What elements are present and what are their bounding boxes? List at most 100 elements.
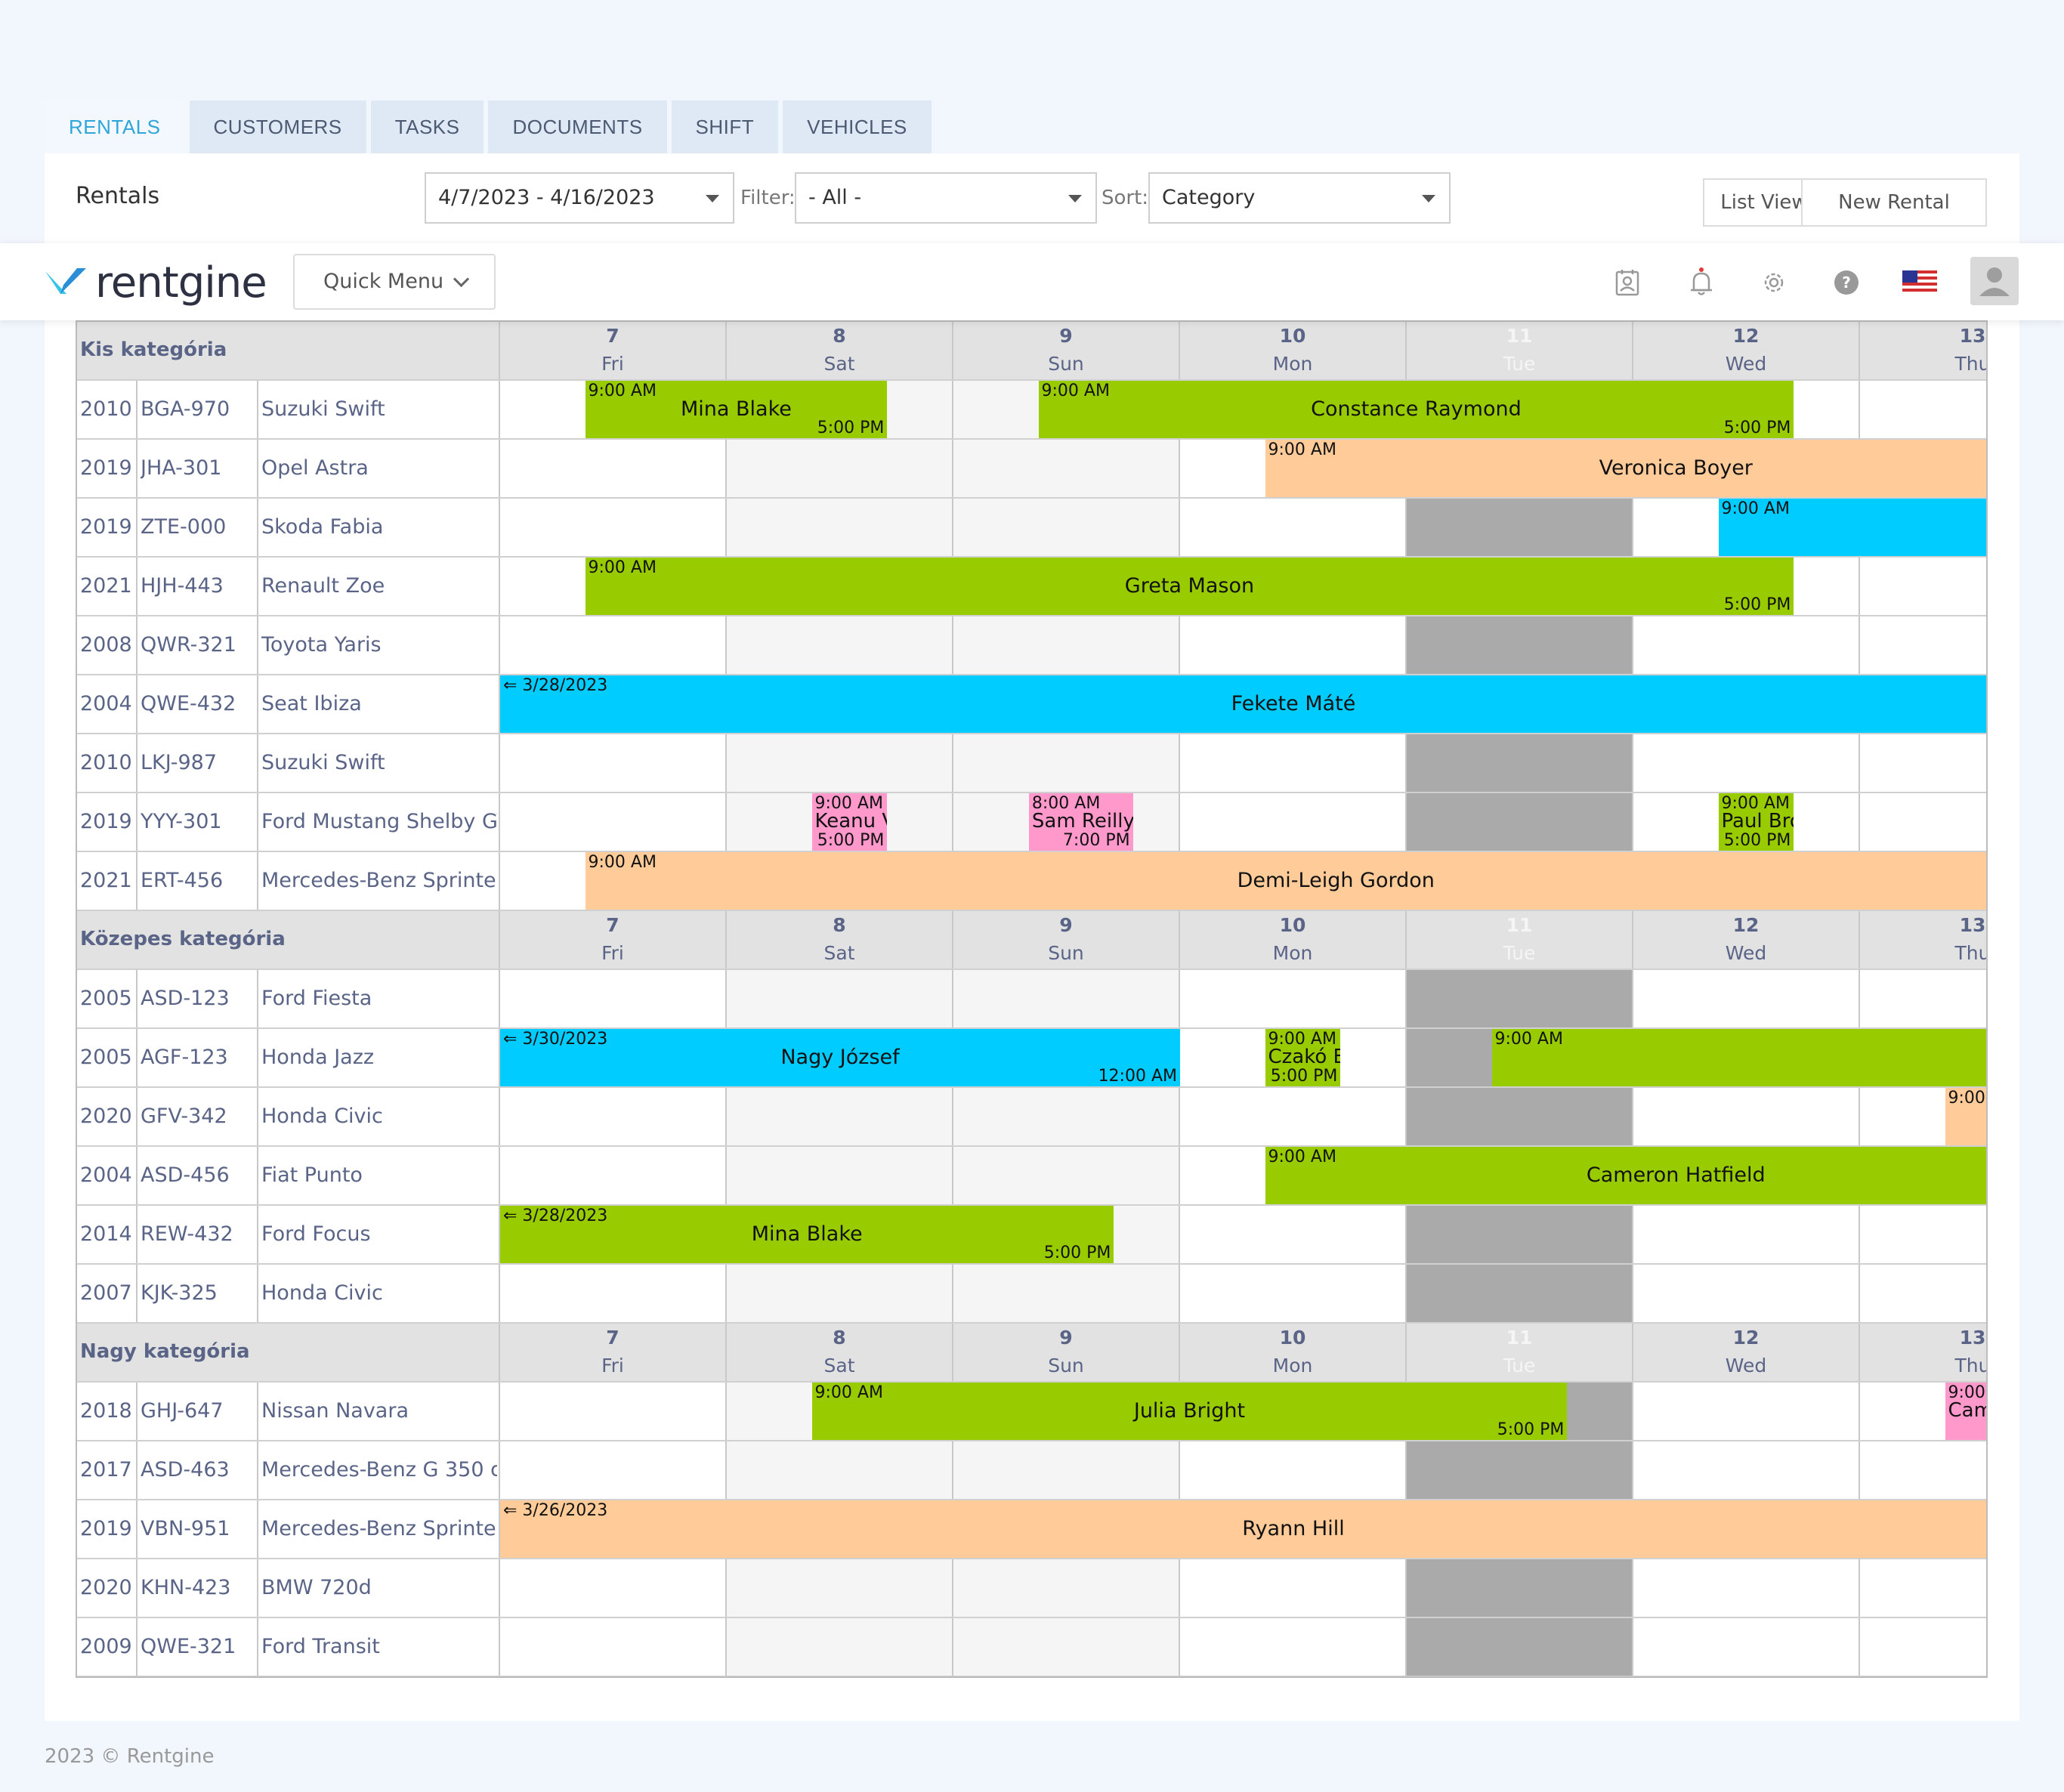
day-cell[interactable] — [727, 970, 953, 1027]
day-cell[interactable] — [727, 1559, 953, 1617]
us-flag-icon[interactable] — [1902, 267, 1937, 298]
day-cell[interactable] — [500, 440, 727, 497]
vehicle-row[interactable]: 2009 QWE-321 Ford Transit — [77, 1618, 1986, 1676]
day-cell[interactable] — [1407, 1206, 1633, 1263]
vehicle-row[interactable]: 2021 ERT-456 Mercedes-Benz Sprinter 9:00 AM… — [77, 852, 1986, 911]
day-cell[interactable] — [1180, 734, 1407, 792]
contacts-icon[interactable] — [1612, 267, 1642, 298]
day-cell[interactable] — [1860, 1206, 1986, 1263]
day-cell[interactable] — [1633, 1265, 1860, 1322]
day-cell[interactable] — [1180, 1029, 1407, 1086]
day-cell[interactable] — [1633, 558, 1860, 615]
vehicle-row[interactable]: 2008 QWR-321 Toyota Yaris — [77, 616, 1986, 675]
brand-logo[interactable]: rentgine — [44, 258, 267, 307]
rental-event[interactable]: 9:00 AM Cameron Hatfield — [1265, 1147, 1986, 1204]
day-cell[interactable] — [1633, 1441, 1860, 1499]
vehicle-row[interactable]: 2005 AGF-123 Honda Jazz ⇐ 3/30/2023 Nagy Józ… — [77, 1029, 1986, 1088]
day-cell[interactable] — [953, 1088, 1180, 1145]
vehicle-row[interactable]: 2004 QWE-432 Seat Ibiza ⇐ 3/28/2023 Fekete M… — [77, 675, 1986, 734]
tab-rentals[interactable]: RENTALS — [45, 100, 185, 153]
vehicle-row[interactable]: 2017 ASD-463 Mercedes-Benz G 350 d — [77, 1441, 1986, 1500]
day-cell[interactable] — [1860, 1265, 1986, 1322]
rental-event[interactable]: ⇐ 3/26/2023 Ryann Hill — [500, 1500, 1986, 1558]
rental-event[interactable]: 9:00 — [1945, 1088, 1986, 1145]
day-cell[interactable] — [1633, 970, 1860, 1027]
day-cell[interactable] — [500, 970, 727, 1027]
quick-menu-button[interactable]: Quick Menu — [293, 254, 496, 310]
day-cell[interactable] — [1180, 1559, 1407, 1617]
day-cell[interactable] — [1180, 1618, 1407, 1676]
rental-event[interactable]: ⇐ 3/28/2023 Mina Blake 5:00 PM — [500, 1206, 1114, 1263]
day-cell[interactable] — [500, 1265, 727, 1322]
vehicle-row[interactable]: 2019 JHA-301 Opel Astra 9:00 AM Veronica Boy… — [77, 440, 1986, 499]
day-cell[interactable] — [727, 616, 953, 674]
day-cell[interactable] — [727, 499, 953, 556]
rental-event[interactable]: 9:00 AM Mina Blake 5:00 PM — [585, 381, 888, 438]
day-cell[interactable] — [727, 1265, 953, 1322]
vehicle-row[interactable]: 2004 ASD-456 Fiat Punto 9:00 AM Cameron Hatf… — [77, 1147, 1986, 1206]
day-cell[interactable] — [953, 1618, 1180, 1676]
day-cell[interactable] — [1407, 616, 1633, 674]
rental-event[interactable]: 9:00 AM — [1718, 499, 1986, 556]
day-cell[interactable] — [500, 616, 727, 674]
rental-event[interactable]: 9:00 AM Constance Raymond 5:00 PM — [1038, 381, 1794, 438]
day-cell[interactable] — [1860, 793, 1986, 851]
day-cell[interactable] — [953, 970, 1180, 1027]
tab-customers[interactable]: CUSTOMERS — [189, 100, 366, 153]
day-cell[interactable] — [1407, 1265, 1633, 1322]
day-cell[interactable] — [953, 734, 1180, 792]
day-cell[interactable] — [1407, 1618, 1633, 1676]
day-cell[interactable] — [953, 1147, 1180, 1204]
tab-documents[interactable]: DOCUMENTS — [488, 100, 667, 153]
day-cell[interactable] — [1407, 793, 1633, 851]
day-cell[interactable] — [953, 616, 1180, 674]
vehicle-row[interactable]: 2018 GHJ-647 Nissan Navara 9:00 AM Julia Bri… — [77, 1383, 1986, 1441]
vehicle-row[interactable]: 2007 KJK-325 Honda Civic — [77, 1265, 1986, 1324]
day-cell[interactable] — [1407, 1559, 1633, 1617]
vehicle-row[interactable]: 2010 LKJ-987 Suzuki Swift — [77, 734, 1986, 793]
vehicle-row[interactable]: 2014 REW-432 Ford Focus ⇐ 3/28/2023 Mina Bla… — [77, 1206, 1986, 1265]
day-cell[interactable] — [1860, 1559, 1986, 1617]
day-cell[interactable] — [1860, 734, 1986, 792]
day-cell[interactable] — [727, 1618, 953, 1676]
day-cell[interactable] — [1180, 970, 1407, 1027]
day-cell[interactable] — [500, 1559, 727, 1617]
vehicle-row[interactable]: 2019 YYY-301 Ford Mustang Shelby GT500 9:00… — [77, 793, 1986, 852]
bell-icon[interactable] — [1686, 267, 1716, 298]
day-cell[interactable] — [1180, 1265, 1407, 1322]
user-avatar-icon[interactable] — [1970, 257, 2019, 305]
day-cell[interactable] — [500, 793, 727, 851]
day-cell[interactable] — [1633, 1206, 1860, 1263]
vehicle-row[interactable]: 2019 VBN-951 Mercedes-Benz Sprinter ⇐ 3/26/… — [77, 1500, 1986, 1559]
vehicle-row[interactable]: 2010 BGA-970 Suzuki Swift 9:00 AM Mina Blake… — [77, 381, 1986, 440]
day-cell[interactable] — [1860, 616, 1986, 674]
day-cell[interactable] — [500, 499, 727, 556]
day-cell[interactable] — [727, 440, 953, 497]
date-range-select[interactable]: 4/7/2023 - 4/16/2023 — [425, 172, 734, 224]
day-cell[interactable] — [1407, 499, 1633, 556]
day-cell[interactable] — [953, 440, 1180, 497]
day-cell[interactable] — [727, 1147, 953, 1204]
day-cell[interactable] — [1180, 1441, 1407, 1499]
day-cell[interactable] — [727, 734, 953, 792]
day-cell[interactable] — [1180, 1206, 1407, 1263]
day-cell[interactable] — [500, 1618, 727, 1676]
day-cell[interactable] — [1860, 1441, 1986, 1499]
vehicle-row[interactable]: 2005 ASD-123 Ford Fiesta — [77, 970, 1986, 1029]
vehicle-row[interactable]: 2020 KHN-423 BMW 720d — [77, 1559, 1986, 1618]
tab-tasks[interactable]: TASKS — [370, 100, 484, 153]
day-cell[interactable] — [1633, 734, 1860, 792]
day-cell[interactable] — [1180, 793, 1407, 851]
day-cell[interactable] — [1180, 499, 1407, 556]
tab-vehicles[interactable]: VEHICLES — [783, 100, 932, 153]
rental-event[interactable]: 9:00 AM Julia Bright 5:00 PM — [811, 1383, 1568, 1440]
day-cell[interactable] — [1407, 970, 1633, 1027]
day-cell[interactable] — [1407, 734, 1633, 792]
vehicle-row[interactable]: 2021 HJH-443 Renault Zoe 9:00 AM Greta Mason… — [77, 558, 1986, 616]
day-cell[interactable] — [500, 734, 727, 792]
tab-shift[interactable]: SHIFT — [671, 100, 779, 153]
day-cell[interactable] — [1633, 1383, 1860, 1440]
